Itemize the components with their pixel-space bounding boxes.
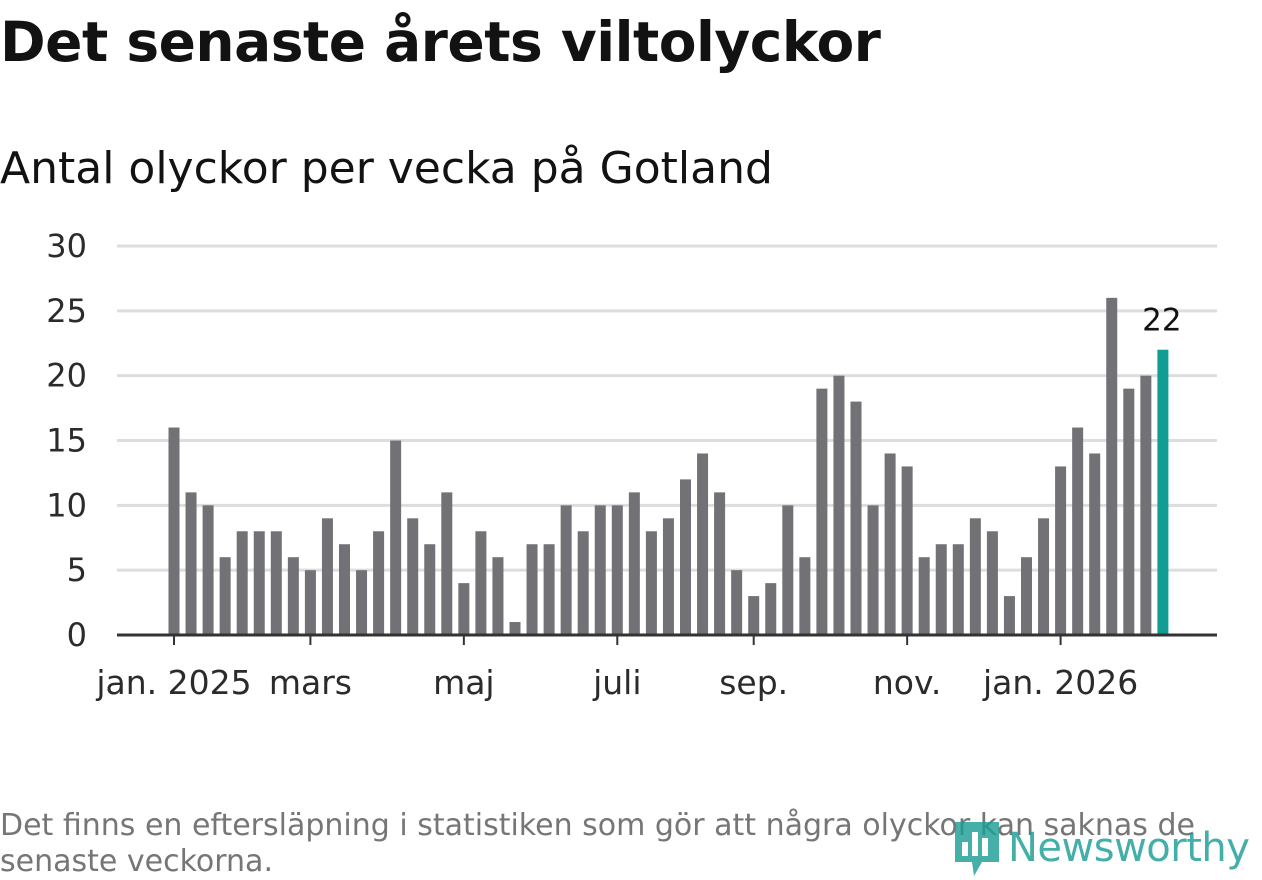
bar [884,453,896,635]
bar [1123,388,1135,635]
bar [168,427,180,635]
bar [1021,557,1032,635]
bar [816,388,828,635]
bar [1055,466,1067,635]
bar [1038,518,1050,635]
y-tick-label: 25 [46,292,87,330]
bar [458,583,470,635]
bar [645,531,657,635]
bar [492,557,504,635]
bar [321,518,333,635]
labels: 0 5 10 15 20 25 30 jan. 2025 mars maj juli sep. nov.… [46,227,1181,702]
bar [731,570,743,635]
bar [287,557,299,635]
bar [1089,453,1101,635]
y-tick-label: 0 [67,616,87,654]
bar [867,505,879,635]
newsworthy-logo-icon [955,822,999,876]
bar [202,505,214,635]
bar-highlight [1157,349,1169,635]
x-tick-label: juli [592,663,641,702]
bar [680,479,691,635]
bar [714,492,726,635]
newsworthy-logo: Newsworthy [952,818,1250,878]
bar [748,596,760,635]
bar [356,570,368,635]
bar [185,492,197,635]
bar [373,531,385,635]
bar [339,544,350,635]
highlight-data-label: 22 [1142,303,1181,339]
y-tick-label: 30 [46,227,87,265]
bar [901,466,913,635]
bar [782,505,794,635]
bar [253,531,265,635]
bar [270,531,282,635]
bar [765,583,777,635]
bar [986,531,998,635]
x-tick-label: mars [269,663,352,702]
bar [543,544,555,635]
y-tick-label: 15 [46,422,87,460]
bar [833,375,845,635]
axes [117,633,1217,645]
bar [526,544,538,635]
bar [560,505,572,635]
bar [304,570,316,635]
y-tick-label: 20 [46,357,87,395]
bar [441,492,453,635]
bar [1140,375,1152,635]
bar [850,401,862,635]
bar [424,544,436,635]
bar [1003,596,1015,635]
bar [236,531,248,635]
bar [662,518,674,635]
bar [475,531,487,635]
bar [1072,427,1084,635]
chart-subtitle: Antal olyckor per vecka på Gotland [0,143,773,194]
bar [577,531,589,635]
bar [628,492,640,635]
bar [611,505,623,635]
bar [952,544,964,635]
bar [509,622,521,635]
bar [697,453,709,635]
bar [1106,297,1118,635]
x-tick-label: jan. 2025 [95,663,251,702]
chart-title: Det senaste årets viltolyckor [0,10,881,74]
bar [969,518,981,635]
bar [799,557,811,635]
x-tick-label: sep. [719,663,788,702]
bar [390,440,402,635]
bar [219,557,231,635]
bar [594,505,606,635]
y-tick-label: 10 [46,486,87,524]
bar [918,557,930,635]
x-tick-label: nov. [873,663,942,702]
bars [168,297,1169,635]
y-tick-label: 5 [67,551,87,589]
x-tick-label: maj [433,663,495,702]
newsworthy-logo-text: Newsworthy [1008,825,1250,871]
x-tick-label: jan. 2026 [982,663,1138,702]
bar [935,544,947,635]
bar [407,518,419,635]
